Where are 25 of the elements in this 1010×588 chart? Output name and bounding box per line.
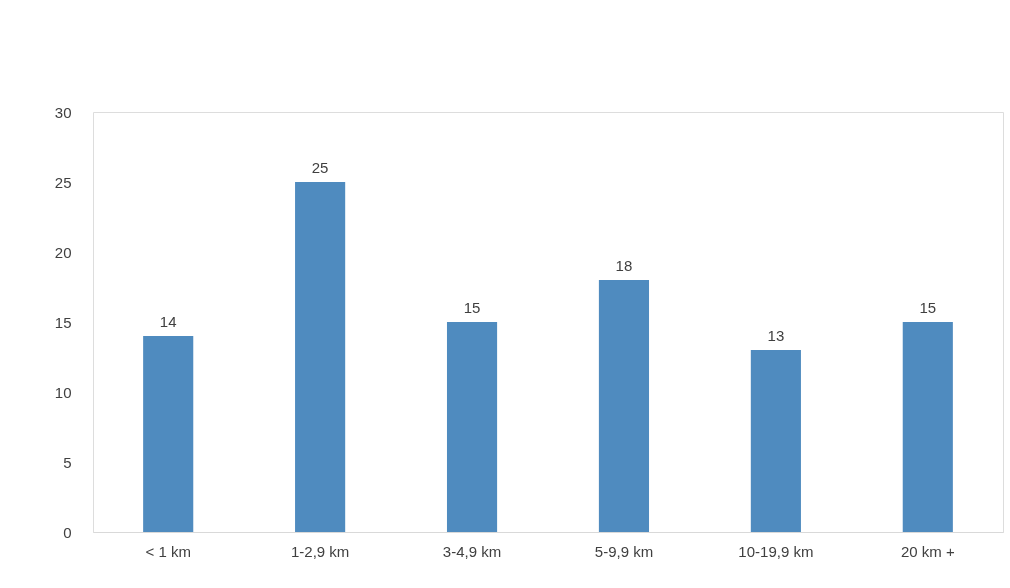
x-tick-label: 5-9,9 km bbox=[594, 542, 654, 560]
x-tick-label: 10-19,9 km bbox=[738, 542, 814, 560]
x-tick-label: < 1 km bbox=[145, 542, 191, 560]
data-label: 15 bbox=[463, 299, 481, 316]
bar bbox=[446, 322, 498, 532]
bar bbox=[295, 182, 346, 532]
bar bbox=[598, 280, 650, 532]
data-label: 25 bbox=[311, 159, 329, 176]
data-label: 15 bbox=[919, 299, 937, 316]
y-tick-label: 25 bbox=[54, 173, 72, 191]
bar bbox=[143, 336, 194, 532]
x-tick-label: 1-2,9 km bbox=[290, 542, 350, 560]
y-tick-label: 0 bbox=[63, 523, 72, 541]
bar bbox=[750, 350, 801, 532]
x-tick-label: 3-4,9 km bbox=[442, 542, 502, 560]
y-tick-label: 10 bbox=[54, 383, 72, 401]
data-label: 18 bbox=[615, 257, 633, 274]
y-tick-label: 20 bbox=[54, 243, 72, 261]
data-label: 13 bbox=[767, 327, 785, 344]
bar bbox=[902, 322, 953, 532]
y-tick-label: 5 bbox=[63, 453, 72, 471]
x-tick-label: 20 km + bbox=[900, 542, 955, 560]
y-tick-label: 30 bbox=[54, 103, 72, 121]
y-tick-label: 15 bbox=[54, 313, 72, 331]
data-label: 14 bbox=[159, 313, 177, 330]
